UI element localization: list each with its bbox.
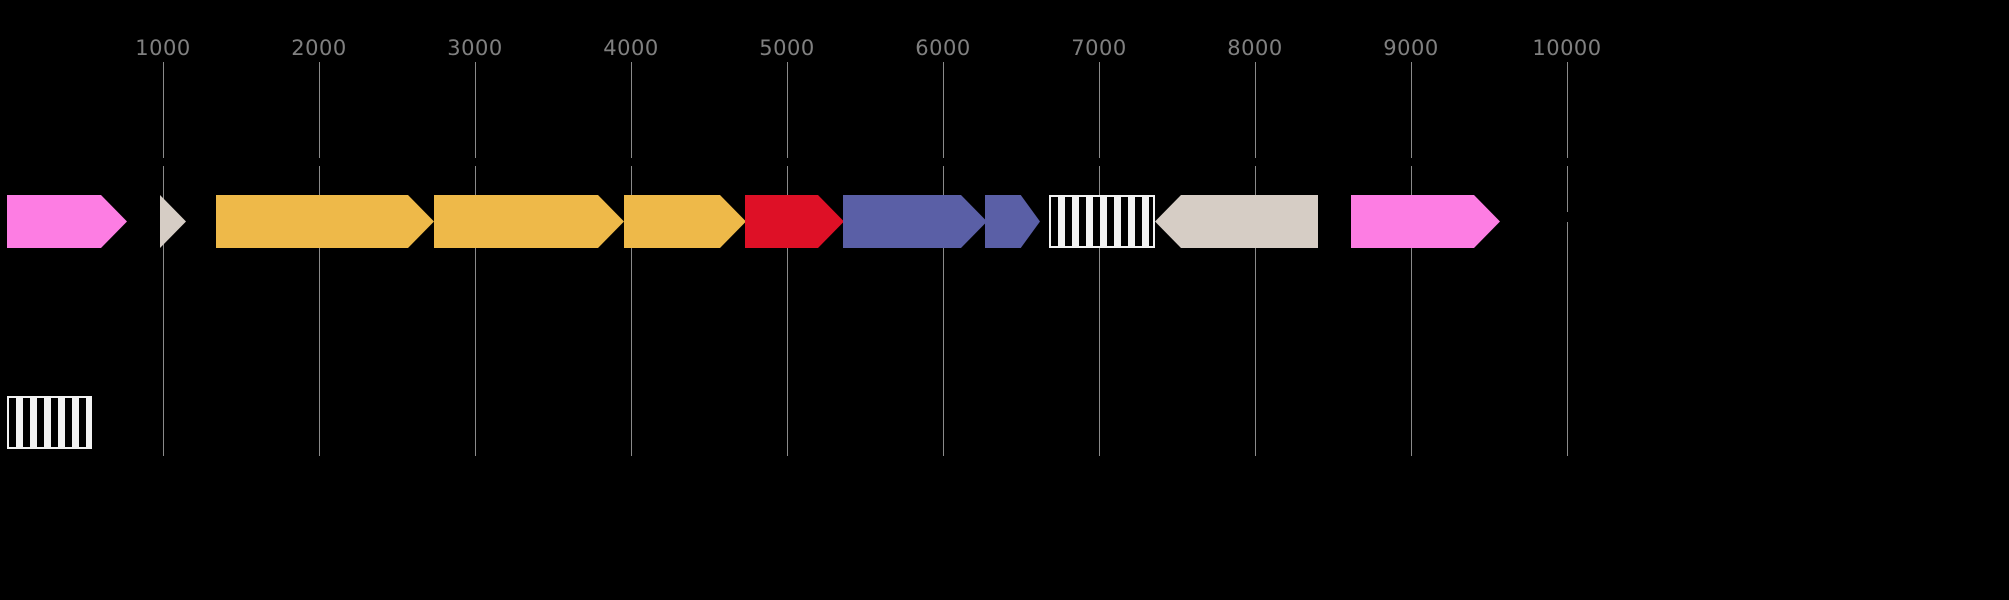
axis-tick-label: 1000 (135, 36, 191, 60)
gridline (319, 222, 320, 456)
feature-hatched-1[interactable] (1049, 195, 1155, 248)
axis-tick-label: 2000 (291, 36, 347, 60)
gridline (475, 222, 476, 456)
feature-pink-1[interactable] (7, 195, 127, 248)
gridline (1255, 222, 1256, 456)
gridline (1255, 166, 1256, 212)
gridline (1567, 62, 1568, 158)
gridline (787, 166, 788, 212)
gridline (787, 62, 788, 158)
gridline (1099, 62, 1100, 158)
gridline (1099, 166, 1100, 212)
axis-tick-label: 8000 (1227, 36, 1283, 60)
gridline (1411, 166, 1412, 212)
gridline (1567, 166, 1568, 212)
gridline (943, 166, 944, 212)
gridline (787, 222, 788, 456)
gridline (1099, 222, 1100, 456)
gridline (631, 166, 632, 212)
gridline (1411, 62, 1412, 158)
feature-beige-1[interactable] (1155, 195, 1318, 248)
axis-tick-label: 10000 (1532, 36, 1602, 60)
feature-beige-small[interactable] (160, 195, 186, 248)
gridline (943, 222, 944, 456)
axis-tick-label: 9000 (1383, 36, 1439, 60)
feature-orange-3[interactable] (624, 195, 746, 248)
gridline (1567, 222, 1568, 456)
gridline (319, 166, 320, 212)
axis-tick-label: 3000 (447, 36, 503, 60)
feature-purple-1[interactable] (843, 195, 987, 248)
feature-orange-1[interactable] (216, 195, 434, 248)
gridline (631, 222, 632, 456)
gridline (1255, 62, 1256, 158)
feature-purple-2[interactable] (985, 195, 1040, 248)
gridline (475, 62, 476, 158)
gridline (1411, 222, 1412, 456)
axis-tick-label: 7000 (1071, 36, 1127, 60)
gridline (163, 166, 164, 212)
feature-pink-2[interactable] (1351, 195, 1500, 248)
axis-tick-label: 4000 (603, 36, 659, 60)
gridline (631, 62, 632, 158)
axis-tick-label: 6000 (915, 36, 971, 60)
gridline (943, 62, 944, 158)
gridline (163, 222, 164, 456)
feature-red-1[interactable] (745, 195, 844, 248)
axis-tick-label: 5000 (759, 36, 815, 60)
gridline (475, 166, 476, 212)
gridline (319, 62, 320, 158)
feature-hatched-2[interactable] (7, 396, 92, 449)
feature-orange-2[interactable] (434, 195, 624, 248)
gridline (163, 62, 164, 158)
